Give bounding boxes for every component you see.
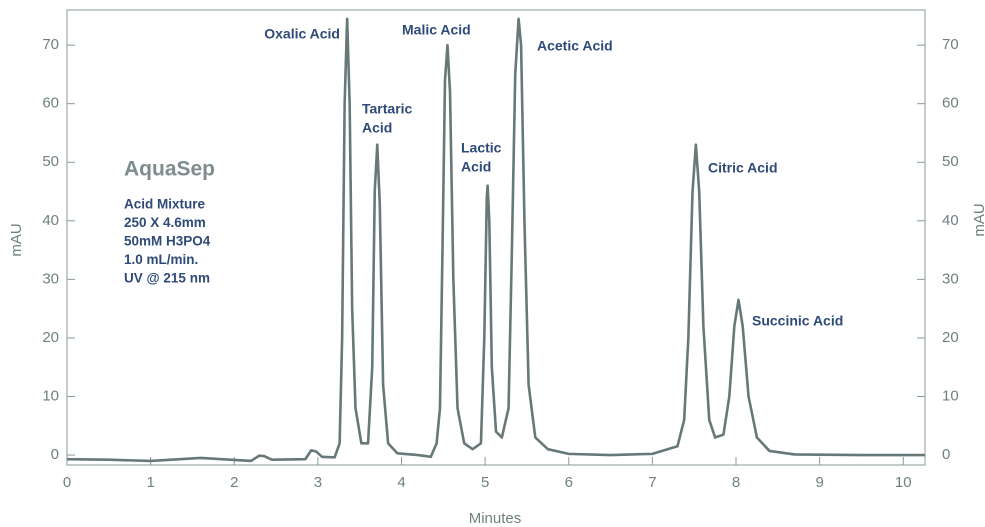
y-tick-label: 60 — [42, 95, 59, 112]
x-tick-label: 7 — [648, 474, 656, 491]
x-tick-label: 10 — [895, 474, 912, 491]
peak-label: Tartaric — [362, 101, 413, 117]
peak-label: Acetic Acid — [537, 38, 613, 54]
x-tick-label: 9 — [815, 474, 823, 491]
y-tick-label: 70 — [42, 36, 59, 53]
y-tick-label: 0 — [51, 446, 59, 463]
peak-label: Oxalic Acid — [264, 26, 340, 42]
info-line: 50mM H3PO4 — [124, 234, 211, 249]
y-tick-label: 40 — [42, 212, 59, 229]
x-tick-label: 5 — [481, 474, 489, 491]
chromatogram-line — [66, 17, 925, 463]
info-title: AquaSep — [124, 158, 215, 181]
y2-axis-title: mAU — [971, 203, 985, 236]
peak-label: Acid — [461, 159, 491, 175]
y2-tick-label: 70 — [942, 36, 959, 53]
x-axis-title: Minutes — [469, 510, 522, 527]
y-tick-label: 30 — [42, 270, 59, 287]
peak-label: Acid — [362, 120, 392, 136]
x-tick-label: 4 — [397, 474, 405, 491]
y2-tick-label: 60 — [942, 95, 959, 112]
y2-tick-label: 20 — [942, 329, 959, 346]
x-tick-label: 3 — [314, 474, 322, 491]
y-tick-label: 10 — [42, 387, 59, 404]
y2-tick-label: 0 — [942, 446, 950, 463]
info-line: UV @ 215 nm — [124, 271, 210, 286]
y2-tick-label: 40 — [942, 212, 959, 229]
y-tick-label: 20 — [42, 329, 59, 346]
x-tick-label: 2 — [230, 474, 238, 491]
peak-label: Citric Acid — [708, 160, 778, 176]
x-tick-label: 8 — [732, 474, 740, 491]
info-line: 250 X 4.6mm — [124, 215, 206, 230]
peak-label: Succinic Acid — [752, 313, 843, 329]
y2-tick-label: 10 — [942, 387, 959, 404]
info-line: Acid Mixture — [124, 197, 206, 212]
x-tick-label: 0 — [63, 474, 71, 491]
plot-frame — [66, 9, 926, 466]
y2-tick-label: 30 — [942, 270, 959, 287]
peak-label: Lactic — [461, 140, 502, 156]
peak-label: Malic Acid — [402, 22, 471, 38]
x-tick-label: 6 — [565, 474, 573, 491]
y-tick-label: 50 — [42, 153, 59, 170]
y2-tick-label: 50 — [942, 153, 959, 170]
info-line: 1.0 mL/min. — [124, 252, 198, 267]
y-axis-title: mAU — [8, 223, 25, 256]
x-tick-label: 1 — [146, 474, 154, 491]
